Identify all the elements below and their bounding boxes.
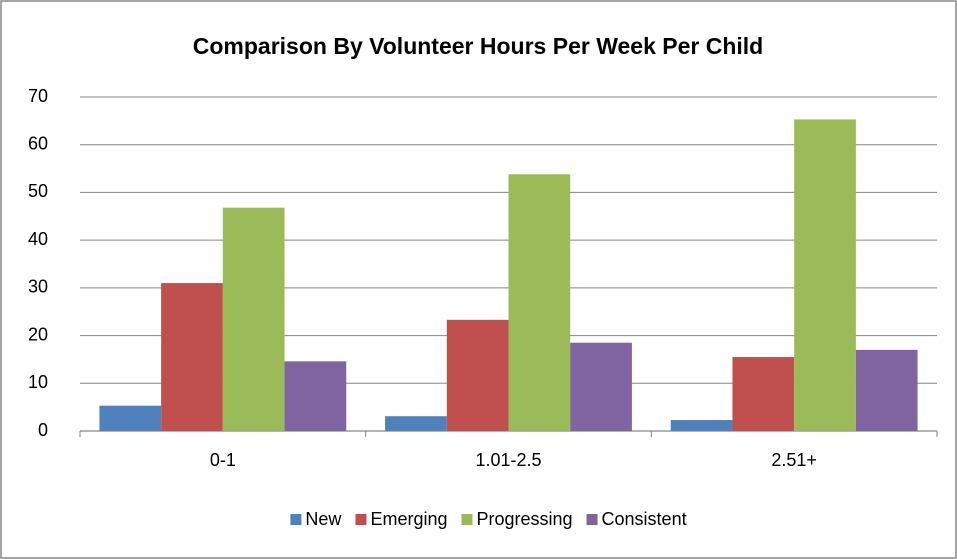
y-tick-label: 70 (28, 86, 48, 106)
bar (222, 207, 285, 431)
legend-label: Emerging (370, 509, 447, 529)
bar (508, 174, 571, 431)
y-tick-label: 30 (28, 277, 48, 297)
y-tick-label: 60 (28, 133, 48, 153)
legend-label: New (305, 509, 342, 529)
x-tick-label: 0-1 (210, 450, 236, 470)
bar (732, 357, 795, 431)
bar (446, 319, 509, 431)
bar (161, 283, 223, 431)
bar (570, 342, 632, 431)
bar (794, 119, 856, 431)
y-tick-label: 20 (28, 324, 48, 344)
legend-swatch (355, 514, 367, 525)
x-tick-label: 2.51+ (771, 450, 817, 470)
legend-swatch (586, 514, 598, 525)
y-tick-label: 50 (28, 181, 48, 201)
y-tick-label: 10 (28, 372, 48, 392)
legend-swatch (461, 514, 473, 525)
bar (99, 405, 162, 431)
bar (284, 361, 347, 431)
y-tick-label: 40 (28, 229, 48, 249)
x-tick-label: 1.01-2.5 (475, 450, 541, 470)
bar (385, 416, 447, 431)
y-tick-label: 0 (38, 420, 48, 440)
bar (670, 420, 733, 431)
legend-swatch (290, 514, 302, 525)
legend-label: Progressing (476, 509, 572, 529)
bar (855, 349, 918, 431)
chart-title: Comparison By Volunteer Hours Per Week P… (193, 33, 763, 59)
legend-label: Consistent (602, 509, 687, 529)
